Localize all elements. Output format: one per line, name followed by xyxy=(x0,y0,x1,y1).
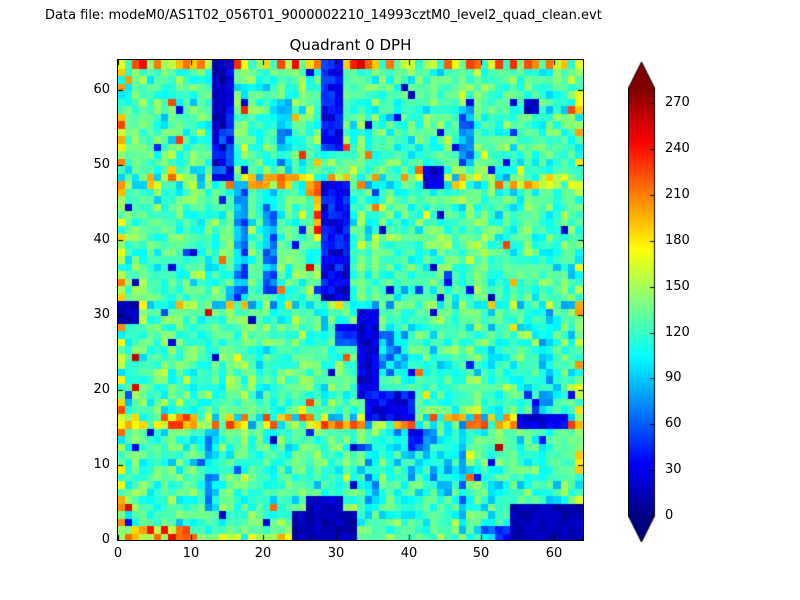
x-tick-label: 30 xyxy=(327,546,345,561)
plot-title: Quadrant 0 DPH xyxy=(289,36,412,54)
colorbar-tick-label: 0 xyxy=(665,508,674,523)
y-tick-label: 40 xyxy=(93,232,110,247)
colorbar-tick-label: 90 xyxy=(665,370,682,385)
x-tick-label: 40 xyxy=(400,546,418,561)
colorbar-tick-label: 240 xyxy=(665,141,690,156)
y-tick-label: 20 xyxy=(93,382,110,397)
y-tick-label: 10 xyxy=(93,457,110,472)
y-tick-label: 50 xyxy=(93,157,110,172)
colorbar-tick-label: 270 xyxy=(665,95,690,110)
x-tick-label: 10 xyxy=(182,546,200,561)
colorbar-tick-label: 180 xyxy=(665,233,690,248)
colorbar-tick-label: 150 xyxy=(665,279,690,294)
plot-area xyxy=(117,59,584,541)
x-tick-label: 20 xyxy=(254,546,272,561)
y-tick-label: 60 xyxy=(93,82,110,97)
colorbar-tick-label: 210 xyxy=(665,187,690,202)
y-tick-label: 30 xyxy=(93,307,110,322)
colorbar-tick-label: 60 xyxy=(665,416,682,431)
colorbar-canvas xyxy=(628,61,664,543)
colorbar-tick-label: 120 xyxy=(665,325,690,340)
x-tick-label: 50 xyxy=(472,546,490,561)
heatmap-canvas xyxy=(118,60,583,540)
y-tick-label: 0 xyxy=(101,532,110,547)
colorbar-tick-label: 30 xyxy=(665,462,682,477)
datafile-text: Data file: modeM0/AS1T02_056T01_90000022… xyxy=(45,8,602,23)
x-tick-label: 0 xyxy=(113,546,123,561)
x-tick-label: 60 xyxy=(545,546,563,561)
